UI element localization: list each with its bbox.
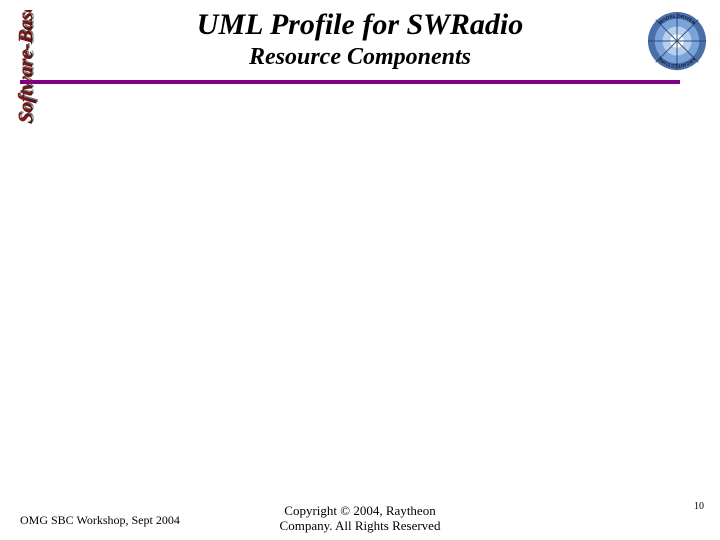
- title-underline: [20, 80, 680, 84]
- slide-subtitle: Resource Components: [0, 44, 720, 71]
- copyright-line1: Copyright © 2004, Raytheon: [284, 503, 435, 518]
- footer-center: Copyright © 2004, Raytheon Company. All …: [0, 503, 720, 534]
- slide-title: UML Profile for SWRadio: [0, 8, 720, 42]
- page-number: 10: [694, 501, 704, 512]
- copyright-line2: Company. All Rights Reserved: [280, 518, 441, 533]
- slide: Software-Based Software-Based MODEL DRIV…: [0, 0, 720, 540]
